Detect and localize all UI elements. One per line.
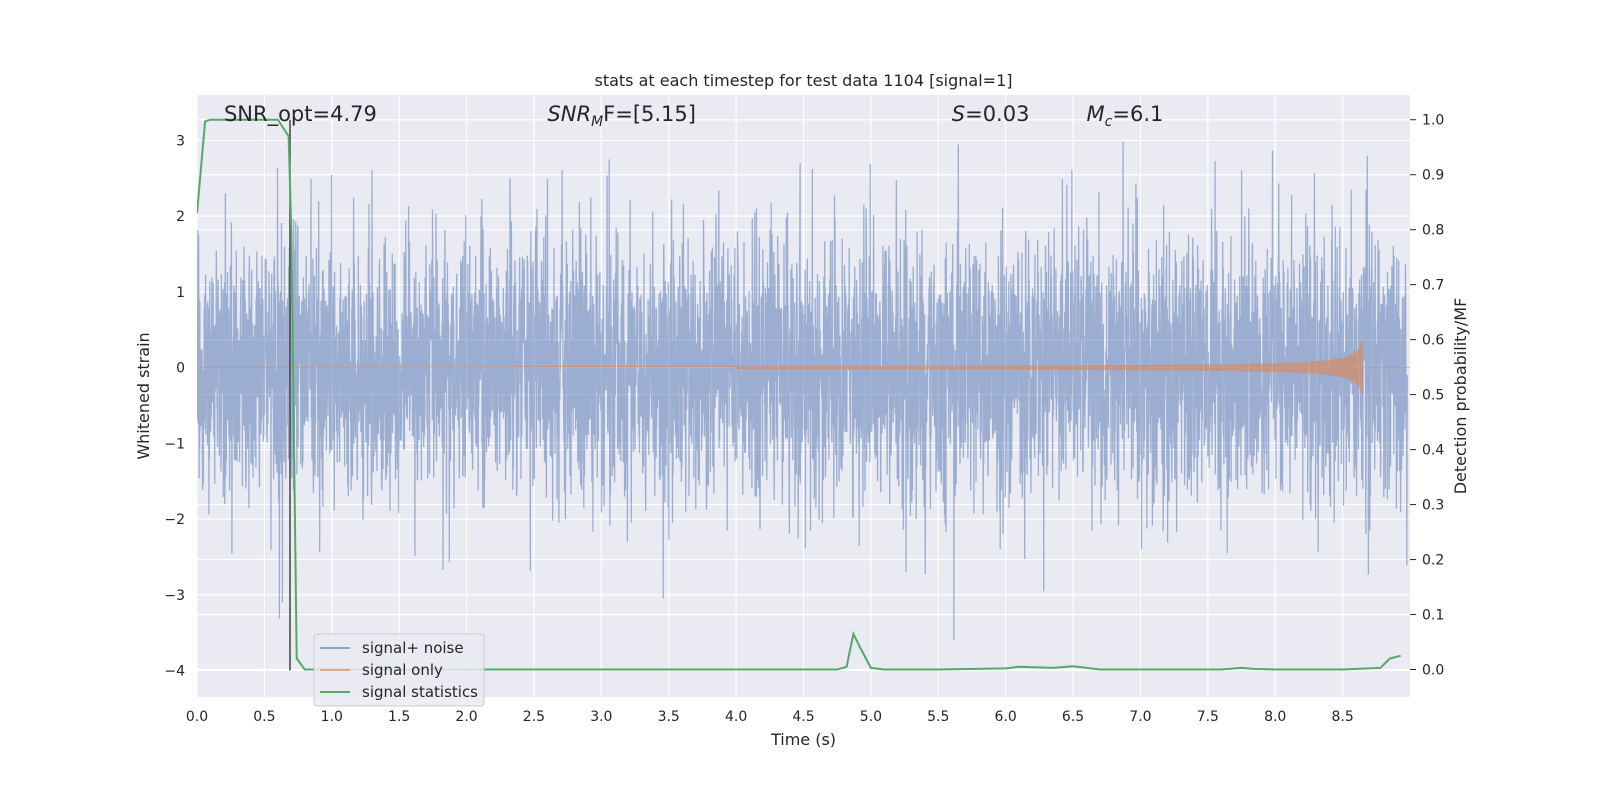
x-axis-label: Time (s) [770,730,836,749]
x-tick-label: 4.5 [792,709,814,725]
y-left-tick-label: −4 [164,663,185,679]
x-tick-label: 2.5 [523,709,545,725]
x-tick-label: 5.5 [927,709,949,725]
y-left-tick-label: 1 [176,285,185,301]
x-tick-label: 0.5 [253,709,275,725]
x-tick-label: 3.0 [590,709,612,725]
y-right-tick-label: 0.9 [1422,168,1444,184]
legend-entry: signal+ noise [362,639,464,657]
y-left-tick-label: −2 [164,512,185,528]
annotations: SNR_opt=4.79 SNRMF=[5.15] S=0.03 Mc=6.1 [224,102,1163,130]
annotation-3: Mc=6.1 [1087,102,1164,130]
y-right-tick-label: 0.4 [1422,443,1444,459]
x-tick-label: 4.0 [725,709,747,725]
x-tick-label: 6.5 [1062,709,1084,725]
y-right-tick-label: 0.1 [1422,608,1444,624]
x-tick-label: 7.5 [1197,709,1219,725]
series-signal-only-line [197,340,1410,395]
x-tick-label: 5.0 [860,709,882,725]
y-right-tick-label: 0.6 [1422,333,1444,349]
annotation-1: SNRMF=[5.15] [547,102,696,130]
y-right-tick-label: 0.2 [1422,553,1444,569]
y-axis-right-ticks: 0.0 0.1 0.2 0.3 0.4 0.5 0.6 0.7 0.8 0.9 1.0 [1410,113,1444,679]
y-right-tick-label: 0.3 [1422,498,1444,514]
x-axis-ticks: 0.0 0.5 1.0 1.5 2.0 2.5 3.0 3.5 4.0 4.5 5.0 5.5 6.0 6… [186,709,1354,725]
plot-layer [197,118,1410,671]
y-left-tick-label: −1 [164,436,185,452]
x-tick-label: 6.0 [995,709,1017,725]
y-right-tick-label: 0.8 [1422,223,1444,239]
x-tick-label: 1.5 [388,709,410,725]
y-right-tick-label: 1.0 [1422,113,1444,129]
y-left-tick-label: 0 [176,361,185,377]
y-axis-left-label: Whitened strain [134,332,153,459]
y-left-tick-label: 2 [176,209,185,225]
x-tick-label: 7.0 [1129,709,1151,725]
y-left-tick-label: 3 [176,133,185,149]
x-tick-label: 1.0 [321,709,343,725]
legend-entry: signal only [362,661,443,679]
y-axis-left-ticks: −4 −3 −2 −1 0 1 2 3 [164,133,185,679]
legend-entry: signal statistics [362,683,478,701]
x-tick-label: 8.5 [1331,709,1353,725]
y-left-tick-label: −3 [164,588,185,604]
x-tick-label: 3.5 [658,709,680,725]
series-signal-statistics-line [197,118,1401,671]
y-right-tick-label: 0.7 [1422,278,1444,294]
annotation-2: S=0.03 [952,102,1030,126]
x-tick-label: 8.0 [1264,709,1286,725]
y-right-tick-label: 0.5 [1422,388,1444,404]
legend-box [313,633,485,707]
y-right-tick-label: 0.0 [1422,663,1444,679]
x-tick-label: 0.0 [186,709,208,725]
x-tick-label: 2.0 [455,709,477,725]
y-axis-right-label: Detection probability/MF [1451,298,1470,495]
chart-title: stats at each timestep for test data 110… [594,71,1012,90]
legend: signal+ noise signal only signal statistic… [313,633,485,707]
annotation-0: SNR_opt=4.79 [224,102,377,127]
series-signal-noise-line [197,141,1408,641]
